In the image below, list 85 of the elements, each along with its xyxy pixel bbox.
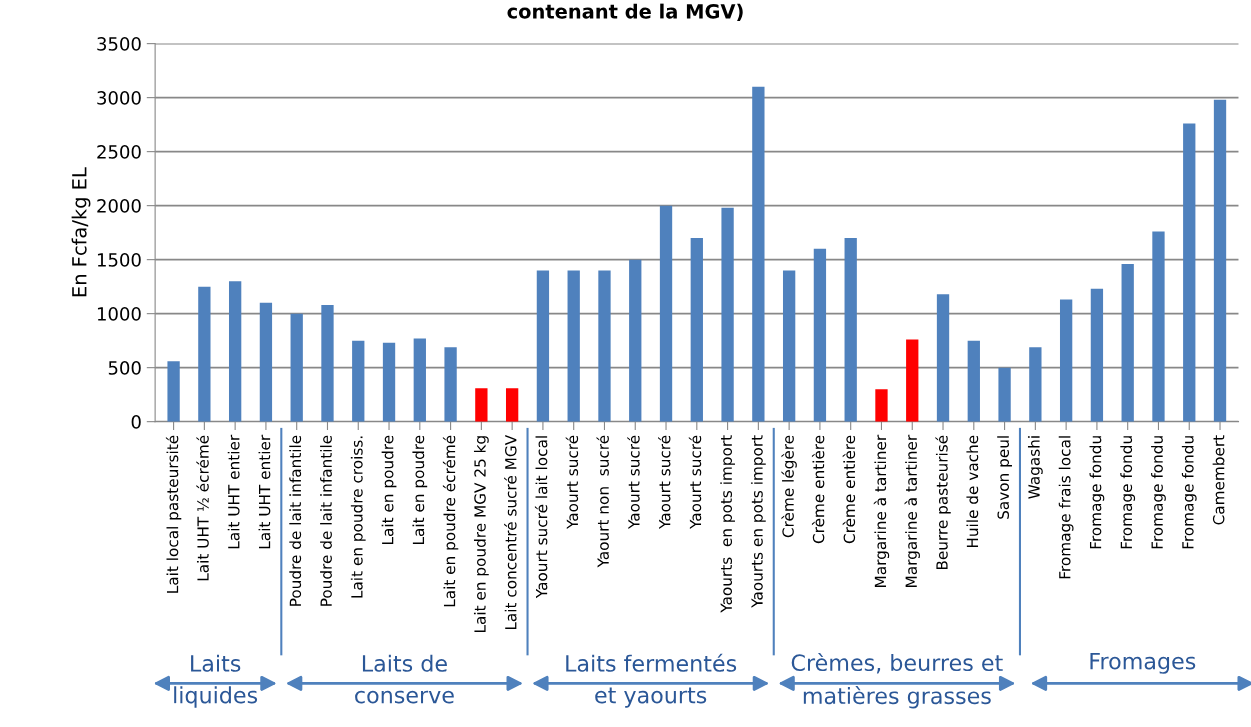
bar — [752, 86, 765, 422]
bar — [444, 347, 457, 422]
bar — [967, 340, 980, 422]
bar — [1029, 347, 1042, 422]
x-tick-label: Fromage fondu — [1151, 436, 1166, 549]
y-tick-label: 3500 — [97, 37, 141, 51]
x-tick-label: Poudre de lait infantile — [320, 435, 332, 606]
x-tick-label: Lait en poudre MGV 25 kg — [473, 436, 489, 633]
bar — [475, 388, 488, 422]
bar — [629, 259, 642, 422]
y-axis-title: En Fcfa/kg EL — [71, 167, 91, 297]
x-tick-label: Margarine à tartiner — [904, 434, 920, 587]
x-tick-label: Poudre de lait infantile — [289, 435, 302, 606]
bar — [228, 281, 242, 422]
x-tick-label: Yaourt sucré — [688, 435, 702, 530]
text: Crèmes, beurres et matières grasses — [791, 653, 1003, 709]
bar — [1183, 123, 1196, 422]
x-tick-label: Fromage fondu — [1120, 436, 1136, 549]
bar — [844, 238, 857, 422]
bar — [875, 389, 888, 422]
x-tick-label: Yaourt sucré — [627, 435, 640, 530]
x-tick-label: Lait en poudre écrémé — [442, 435, 459, 607]
x-tick-label: Margarine à tartiner — [873, 434, 890, 587]
x-tick-label: Lait en poudre — [381, 435, 397, 545]
chart-title: contenant de la MGV) — [507, 3, 743, 21]
bar — [598, 270, 611, 422]
y-tick-label: 0 — [131, 415, 141, 429]
x-tick-label: Lait concentré sucré MGV — [504, 434, 517, 630]
bar — [782, 270, 796, 422]
x-tick-label: Lait en poudre — [412, 435, 428, 545]
bar — [690, 238, 703, 422]
x-tick-label: Crème entière — [842, 435, 856, 544]
x-tick-label: Lait local pasteursité — [165, 435, 182, 593]
x-tick-label: Yaourt sucré — [658, 435, 671, 530]
bar — [906, 339, 919, 422]
x-tick-label: Crème entière — [811, 435, 825, 544]
x-tick-label: Yaourt sucré — [565, 435, 579, 530]
text: Laits fermentés et yaourts — [566, 653, 737, 708]
text: Laits liquides — [174, 654, 258, 708]
x-tick-label: Lait UHT entier — [227, 434, 240, 549]
bar — [198, 286, 211, 422]
x-tick-label: Crème légère — [781, 435, 797, 538]
bar — [813, 248, 827, 422]
bar — [536, 270, 550, 422]
x-tick-label: Lait UHT ½ écrémé — [196, 435, 209, 581]
bar — [721, 207, 734, 422]
x-tick-label: Lait UHT entier — [258, 434, 271, 549]
bar — [382, 342, 396, 422]
text: Fromages — [1090, 652, 1196, 674]
x-tick-label: Yaourts en pots import — [720, 435, 735, 613]
y-tick-label: 500 — [108, 361, 141, 375]
y-tick-label: 2000 — [97, 199, 141, 213]
x-tick-label: Fromage fondu — [1181, 436, 1197, 549]
bar — [1059, 299, 1073, 422]
bar — [352, 340, 365, 422]
y-tick-label: 3000 — [97, 91, 141, 105]
x-tick-label: Yaourt non sucré — [596, 435, 609, 568]
bar — [413, 338, 426, 422]
bar — [290, 313, 303, 422]
bar — [505, 388, 519, 422]
bar — [936, 294, 950, 422]
x-tick-label: Wagashi — [1027, 436, 1043, 499]
y-tick-label: 2500 — [97, 145, 141, 159]
x-tick-label: Yaourt sucré lait local — [534, 436, 548, 599]
x-tick-label: Savon peul — [997, 436, 1012, 519]
x-tick-label: Lait en poudre croiss. — [350, 436, 366, 598]
bar — [1213, 99, 1227, 422]
bar — [321, 305, 334, 422]
bar — [659, 205, 673, 422]
x-tick-label: Yaourts en pots import — [750, 435, 766, 608]
x-tick-label: Huile de vache — [966, 435, 979, 548]
bar — [167, 361, 180, 422]
bar — [259, 302, 273, 422]
y-tick-label: 1000 — [97, 307, 141, 321]
x-tick-label: Fromage frais local — [1058, 436, 1074, 579]
bar — [1090, 288, 1104, 422]
x-tick-label: Fromage fondu — [1089, 436, 1105, 549]
text: Laits de conserve — [355, 654, 454, 704]
bar — [1152, 231, 1165, 422]
x-tick-label: Beurre pasteurisé — [935, 435, 951, 570]
bar — [567, 270, 580, 422]
y-tick-label: 1500 — [97, 253, 141, 267]
x-tick-label: Camembert — [1212, 435, 1225, 525]
bar — [998, 367, 1011, 422]
bar — [1121, 263, 1134, 422]
